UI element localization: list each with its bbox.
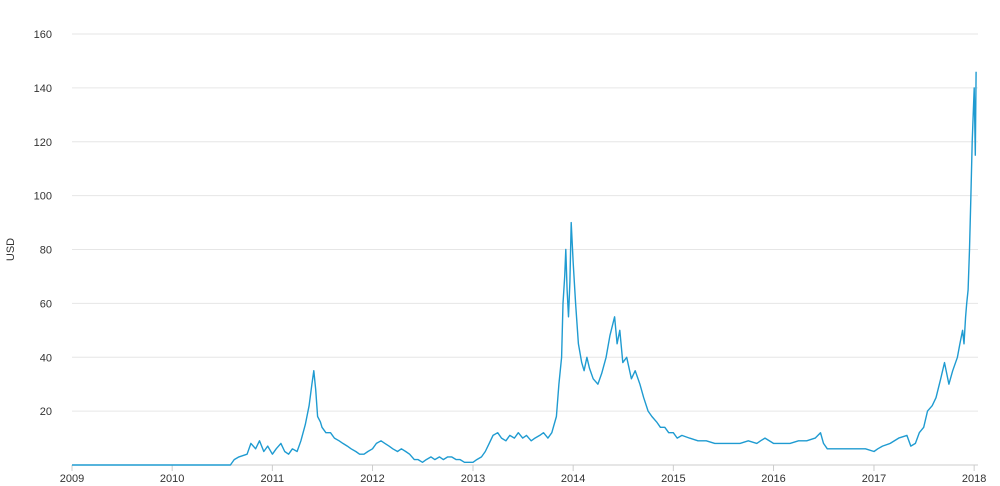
x-axis-labels: 2009 2010 2011 2012 2013 2014 2015 2016 2017 2018 bbox=[60, 473, 987, 485]
y-tick-label: 160 bbox=[34, 29, 52, 41]
x-tick-label: 2016 bbox=[761, 473, 785, 485]
y-tick-label: 40 bbox=[40, 352, 52, 364]
x-tick-label: 2011 bbox=[261, 473, 285, 485]
series-line-usd bbox=[72, 71, 977, 466]
x-tick-label: 2018 bbox=[962, 473, 986, 485]
y-tick-label: 140 bbox=[34, 83, 52, 95]
y-tick-label: 60 bbox=[40, 298, 52, 310]
y-tick-label: 100 bbox=[34, 191, 52, 203]
x-tick-label: 2010 bbox=[160, 473, 184, 485]
y-axis-labels: 20 40 60 80 100 120 140 160 bbox=[34, 29, 52, 418]
gridlines bbox=[72, 33, 978, 412]
x-tick-label: 2009 bbox=[60, 473, 84, 485]
x-tick-label: 2015 bbox=[661, 473, 685, 485]
x-tick-label: 2012 bbox=[360, 473, 384, 485]
y-tick-label: 20 bbox=[40, 406, 52, 418]
x-tick-label: 2017 bbox=[862, 473, 886, 485]
x-tick-label: 2013 bbox=[461, 473, 485, 485]
x-tick-label: 2014 bbox=[561, 473, 585, 485]
y-axis-title: USD bbox=[5, 238, 17, 261]
x-axis-ticks bbox=[71, 465, 975, 471]
y-tick-label: 120 bbox=[34, 137, 52, 149]
y-tick-label: 80 bbox=[40, 245, 52, 257]
